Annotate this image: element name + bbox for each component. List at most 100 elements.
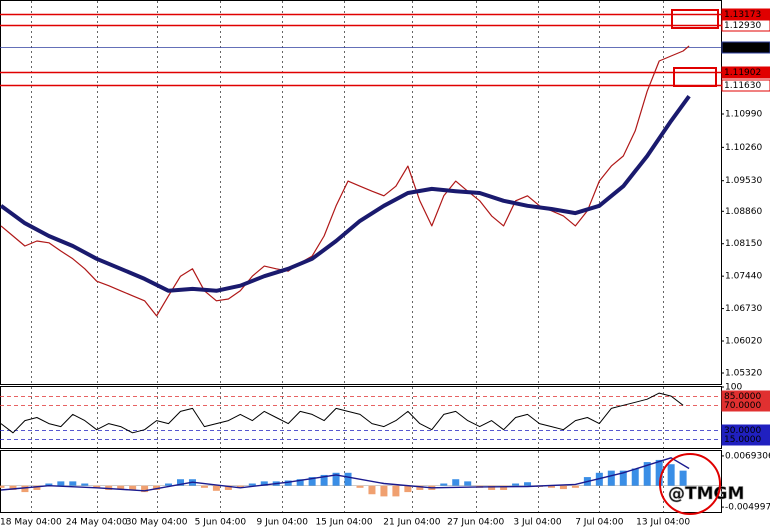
histogram-bar (165, 483, 173, 486)
watermark: @TMGM (668, 484, 744, 504)
y-tick-label: 1.07440 (725, 272, 762, 282)
histogram-bar (655, 459, 663, 486)
histogram-bar (57, 481, 65, 486)
histogram-bar (212, 485, 220, 491)
histogram-bar (236, 485, 244, 487)
histogram-bar (308, 477, 316, 486)
level-label: 1.11902 (724, 68, 761, 78)
x-tick-label: 7 Jul 04:00 (575, 518, 624, 528)
y-tick-label: 1.10990 (725, 110, 762, 120)
histogram-bar (260, 481, 268, 486)
level-label: 1.12450 (724, 43, 761, 53)
level-label: 70.0000 (724, 401, 761, 411)
histogram-bar (33, 485, 41, 490)
level-label: 30.0000 (724, 426, 761, 436)
x-tick-label: 13 Jul 04:00 (636, 518, 690, 528)
price-line (0, 45, 690, 317)
price-line (0, 95, 691, 293)
histogram-bar (69, 481, 77, 486)
level-label: 1.13173 (724, 10, 761, 20)
histogram-bar (631, 468, 639, 486)
level-label: 1.12930 (724, 21, 761, 31)
histogram-bar (129, 485, 137, 490)
histogram-bar (380, 485, 388, 497)
y-tick-label: 1.09530 (725, 176, 762, 186)
level-label: 85.0000 (724, 392, 761, 402)
histogram-bar (607, 470, 615, 486)
x-tick-label: 21 Jun 04:00 (383, 518, 440, 528)
y-tick-label: 1.05320 (725, 368, 762, 378)
histogram-bar (21, 485, 29, 493)
histogram-bar (284, 480, 292, 486)
histogram-bar (667, 464, 675, 486)
histogram-bar (464, 481, 472, 486)
histogram-bar (500, 485, 508, 490)
histogram-bar (248, 483, 256, 486)
histogram-bar (416, 485, 424, 490)
x-tick-label: 18 May 04:00 (0, 518, 62, 528)
highlight-circle (659, 453, 721, 515)
y-tick-label: 1.08860 (725, 207, 762, 217)
histogram-bar (224, 485, 232, 490)
histogram-bar (93, 485, 101, 488)
histogram-bar (559, 485, 567, 490)
x-tick-label: 24 May 04:00 (66, 518, 128, 528)
histogram-bar (344, 472, 352, 486)
histogram-bar (200, 485, 208, 488)
x-tick-label: 30 May 04:00 (126, 518, 188, 528)
histogram-bar (117, 485, 125, 490)
y-tick-label: 0.0069306 (725, 451, 770, 461)
histogram-bar (524, 482, 532, 486)
histogram-bar (141, 485, 149, 493)
histogram-bar (320, 474, 328, 486)
y-tick-label: 1.08150 (725, 239, 762, 249)
y-tick-label: -0.004997 (725, 503, 770, 513)
highlight-box (673, 67, 717, 87)
indicator-line (0, 457, 690, 492)
histogram-bar (356, 485, 364, 488)
histogram-bar (332, 472, 340, 486)
histogram-bar (547, 485, 555, 488)
x-tick-label: 5 Jun 04:00 (195, 518, 247, 528)
histogram-bar (153, 485, 161, 490)
histogram-bar (392, 485, 400, 497)
histogram-bar (512, 483, 520, 486)
histogram-bar (488, 485, 496, 490)
x-tick-label: 9 Jun 04:00 (256, 518, 308, 528)
histogram-bar (571, 485, 579, 488)
level-label-bg (721, 399, 770, 412)
x-tick-label: 15 Jun 04:00 (315, 518, 372, 528)
histogram-bar (9, 485, 17, 490)
histogram-bar (679, 470, 687, 486)
level-label: 1.11630 (724, 81, 761, 91)
histogram-bar (296, 479, 304, 486)
histogram-bar (643, 462, 651, 486)
histogram-bar (0, 485, 5, 488)
level-label-bg (721, 19, 770, 32)
level-label-bg (721, 79, 770, 92)
histogram-bar (81, 483, 89, 486)
y-tick-label: 100 (725, 383, 742, 393)
price-line (0, 392, 684, 434)
histogram-bar (440, 483, 448, 486)
oscillator-pane (0, 386, 722, 449)
highlight-box (671, 9, 719, 29)
histogram-pane (0, 450, 722, 513)
level-label-bg (721, 41, 770, 54)
y-tick-label: 1.10260 (725, 143, 762, 153)
histogram-bar (452, 479, 460, 486)
level-label-bg (721, 433, 770, 446)
x-tick-label: 27 Jun 04:00 (447, 518, 504, 528)
histogram-bar (45, 483, 53, 486)
histogram-bar (177, 479, 185, 486)
x-tick-label: 3 Jul 04:00 (513, 518, 562, 528)
histogram-bar (105, 485, 113, 490)
histogram-bar (619, 470, 627, 486)
level-label-bg (721, 66, 770, 79)
y-tick-label: 1.06020 (725, 337, 762, 347)
price-pane (0, 0, 722, 385)
histogram-bar (404, 485, 412, 493)
